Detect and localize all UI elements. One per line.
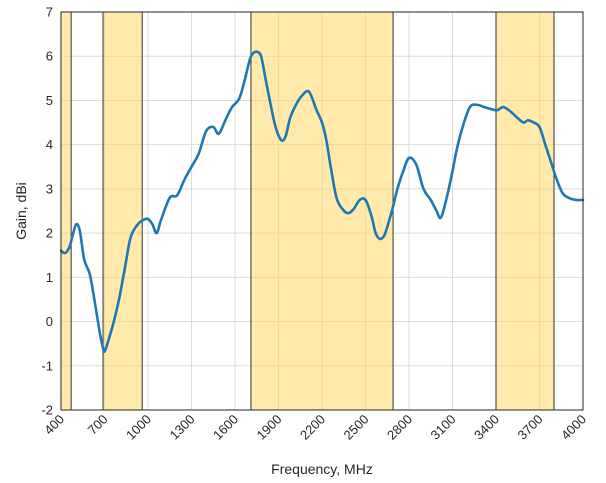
x-tick-label: 700 (85, 412, 111, 438)
y-tick-label: 1 (46, 270, 53, 285)
y-tick-label: -2 (41, 403, 53, 418)
series-layer (59, 50, 585, 354)
x-tick-label: 1300 (167, 412, 198, 443)
x-tick-label: 1000 (123, 412, 154, 443)
shaded-band (495, 11, 555, 411)
x-tick-label: 2200 (297, 412, 328, 443)
y-tick-label: -1 (41, 358, 53, 373)
y-tick-labels: -2 -1 0 1 2 3 4 5 6 7 (41, 5, 53, 418)
plot-frame (60, 11, 584, 411)
x-tick-labels: 400 700 1000 1300 1600 1900 2200 2500 2800 3100 34… (41, 412, 589, 443)
y-tick-label: 3 (46, 181, 53, 196)
y-tick-label: 7 (46, 5, 53, 20)
x-tick-label: 3700 (515, 412, 546, 443)
x-tick-label: 2500 (341, 412, 372, 443)
shaded-band (250, 11, 394, 411)
y-tick-label: 6 (46, 49, 53, 64)
gain-series-line (59, 50, 585, 354)
y-tick-label: 2 (46, 226, 53, 241)
shaded-band (102, 11, 143, 411)
shaded-bands (60, 11, 555, 411)
shaded-band (60, 11, 72, 411)
x-tick-label: 1600 (210, 412, 241, 443)
x-tick-label: 3100 (428, 412, 459, 443)
x-tick-label: 4000 (558, 412, 589, 443)
x-axis-label: Frequency, MHz (271, 461, 373, 477)
y-axis-label: Gain, dBi (13, 182, 29, 240)
x-tick-label: 3400 (471, 412, 502, 443)
y-tick-label: 4 (46, 137, 53, 152)
x-tick-label: 1900 (254, 412, 285, 443)
y-tick-label: 0 (46, 314, 53, 329)
x-tick-label: 2800 (384, 412, 415, 443)
y-tick-label: 5 (46, 93, 53, 108)
